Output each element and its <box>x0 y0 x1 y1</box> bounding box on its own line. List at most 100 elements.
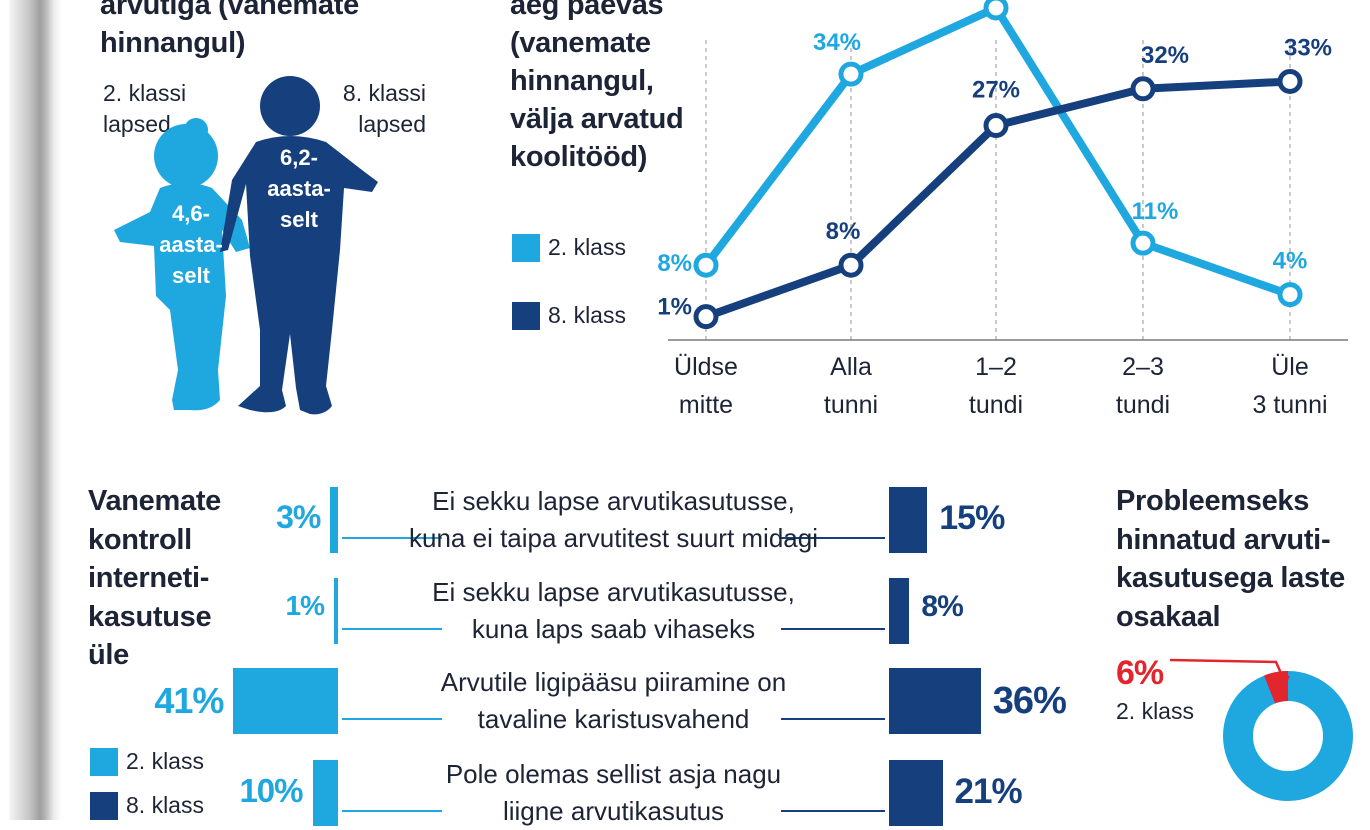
row-underline <box>781 628 885 630</box>
title-line: välja arvatud <box>510 103 684 135</box>
label-line: 2. klassi <box>103 80 187 106</box>
children-silhouettes <box>114 76 378 415</box>
legend-swatch-2-klass <box>512 234 540 262</box>
legend-label-2-klass: 2. klass <box>548 234 626 260</box>
row-underline <box>781 537 885 539</box>
data-label: 1% <box>657 294 692 321</box>
data-point <box>1277 282 1303 308</box>
category-line: tavaline karistusvahend <box>477 704 750 734</box>
category-line: Ei sekku lapse arvutikasutusse, <box>432 577 795 607</box>
bar-legend-label-2-klass: 2. klass <box>126 748 204 774</box>
line-chart-title: aeg päevas (vanemate hinnangul, välja ar… <box>510 0 684 176</box>
data-label: 8% <box>826 218 861 245</box>
label-8-klassi: 8. klassi lapsed <box>326 78 426 140</box>
data-point <box>838 61 864 87</box>
category-line: Pole olemas sellist asja nagu <box>445 759 782 789</box>
data-point <box>983 0 1009 21</box>
age-line: 4,6- <box>172 201 210 226</box>
title-line: koolitööd) <box>510 141 648 173</box>
row-underline <box>342 537 442 539</box>
title-line: Vanemate <box>88 485 222 517</box>
data-point <box>1277 68 1303 94</box>
data-label: 27% <box>972 77 1020 104</box>
bar-chart-title: Vanemate kontroll interneti- kasutuse ül… <box>88 482 221 675</box>
x-tick-label: Alla <box>830 353 872 381</box>
x-tick-label: tunni <box>824 391 878 419</box>
data-point <box>983 113 1009 139</box>
title-line: osakaal <box>1116 600 1221 633</box>
value-label-2-klass: 3% <box>276 499 321 535</box>
left-title-line: arvutiga (vanemate <box>100 0 359 21</box>
bar-8-klass <box>889 668 981 734</box>
label-line: lapsed <box>103 111 171 137</box>
leader-line <box>1169 658 1286 681</box>
row-underline <box>781 718 885 720</box>
x-tick-label: Üle <box>1271 353 1309 381</box>
category-line: liigne arvutikasutus <box>502 796 725 826</box>
data-point <box>838 252 864 278</box>
x-tick-label: tundi <box>1116 391 1170 419</box>
x-tick-label: 2–3 <box>1122 353 1164 381</box>
title-line: aeg päevas <box>510 0 664 21</box>
x-tick-label: Üldse <box>674 353 738 381</box>
bar-8-klass <box>889 760 943 826</box>
bar-legend-swatch-2-klass <box>90 748 118 776</box>
data-label: 33% <box>1284 34 1332 61</box>
title-line: hinnangul, <box>510 65 654 97</box>
title-line: kasutusega laste <box>1116 562 1345 594</box>
category-line: kuna ei taipa arvutitest suurt midagi <box>409 523 818 553</box>
legend-swatch-8-klass <box>512 302 540 330</box>
data-label: 4% <box>1273 248 1308 275</box>
title-line: üle <box>88 639 129 671</box>
label-2-klassi: 2. klassi lapsed <box>103 78 186 140</box>
value-label-2-klass: 41% <box>154 680 224 721</box>
data-label: 34% <box>813 29 861 56</box>
bar-2-klass <box>334 578 338 644</box>
bar-2-klass <box>233 668 338 734</box>
row-underline <box>342 628 442 630</box>
age-line: 6,2- <box>280 145 318 170</box>
data-point <box>1130 76 1156 102</box>
category-line: kuna laps saab vihaseks <box>471 614 756 644</box>
category-line: Ei sekku lapse arvutikasutusse, <box>432 486 795 516</box>
bar-2-klass <box>330 487 338 553</box>
x-tick-label: 3 tunni <box>1252 391 1327 419</box>
label-line: lapsed <box>358 111 426 137</box>
child-2-klass-silhouette <box>114 118 250 411</box>
bar-legend-swatch-8-klass <box>90 792 118 820</box>
age-line: selt <box>172 263 210 288</box>
data-point <box>1130 230 1156 256</box>
category-label: Arvutile ligipääsu piiramine on tavaline … <box>348 664 879 738</box>
donut-chart <box>1169 658 1353 801</box>
value-label-8-klass: 36% <box>992 680 1067 722</box>
category-line: Arvutile ligipääsu piiramine on <box>440 667 787 697</box>
bar-8-klass <box>889 487 928 553</box>
title-line: Probleemseks <box>1116 485 1310 517</box>
page-edge-shadow <box>0 0 62 820</box>
left-panel-title: arvutiga (vanemate hinnangul) <box>100 0 359 62</box>
x-tick-label: tundi <box>969 391 1023 419</box>
title-line: kontroll <box>88 523 192 556</box>
donut-title: Probleemseks hinnatud arvuti- kasutusega… <box>1116 482 1345 636</box>
age-8-label: 6,2- aasta- selt <box>254 142 344 235</box>
value-label-8-klass: 21% <box>954 772 1023 811</box>
title-line: hinnatud arvuti- <box>1116 523 1331 556</box>
title-line: kasutuse <box>88 600 212 633</box>
row-underline <box>342 718 442 720</box>
value-label-8-klass: 8% <box>921 590 963 623</box>
donut-caption: 2. klass <box>1116 698 1194 724</box>
title-line: (vanemate <box>510 27 651 59</box>
age-2-label: 4,6- aasta- selt <box>146 198 236 291</box>
child-8-klass-silhouette <box>220 76 378 415</box>
row-underline <box>342 810 442 812</box>
bar-8-klass <box>889 578 910 644</box>
legend-label-8-klass: 8. klass <box>548 302 626 328</box>
category-label: Pole olemas sellist asja nagu liigne arvu… <box>348 756 879 830</box>
bar-legend-label-8-klass: 8. klass <box>126 792 204 818</box>
category-label: Ei sekku lapse arvutikasutusse, kuna laps… <box>348 574 879 648</box>
age-line: aasta- <box>267 176 331 201</box>
data-label: 11% <box>1132 198 1179 225</box>
title-line: interneti- <box>88 562 210 594</box>
line-chart: Üldse mitte Alla tunni 1–2 tundi 2–3 tundi Üle 3 … <box>657 0 1348 419</box>
